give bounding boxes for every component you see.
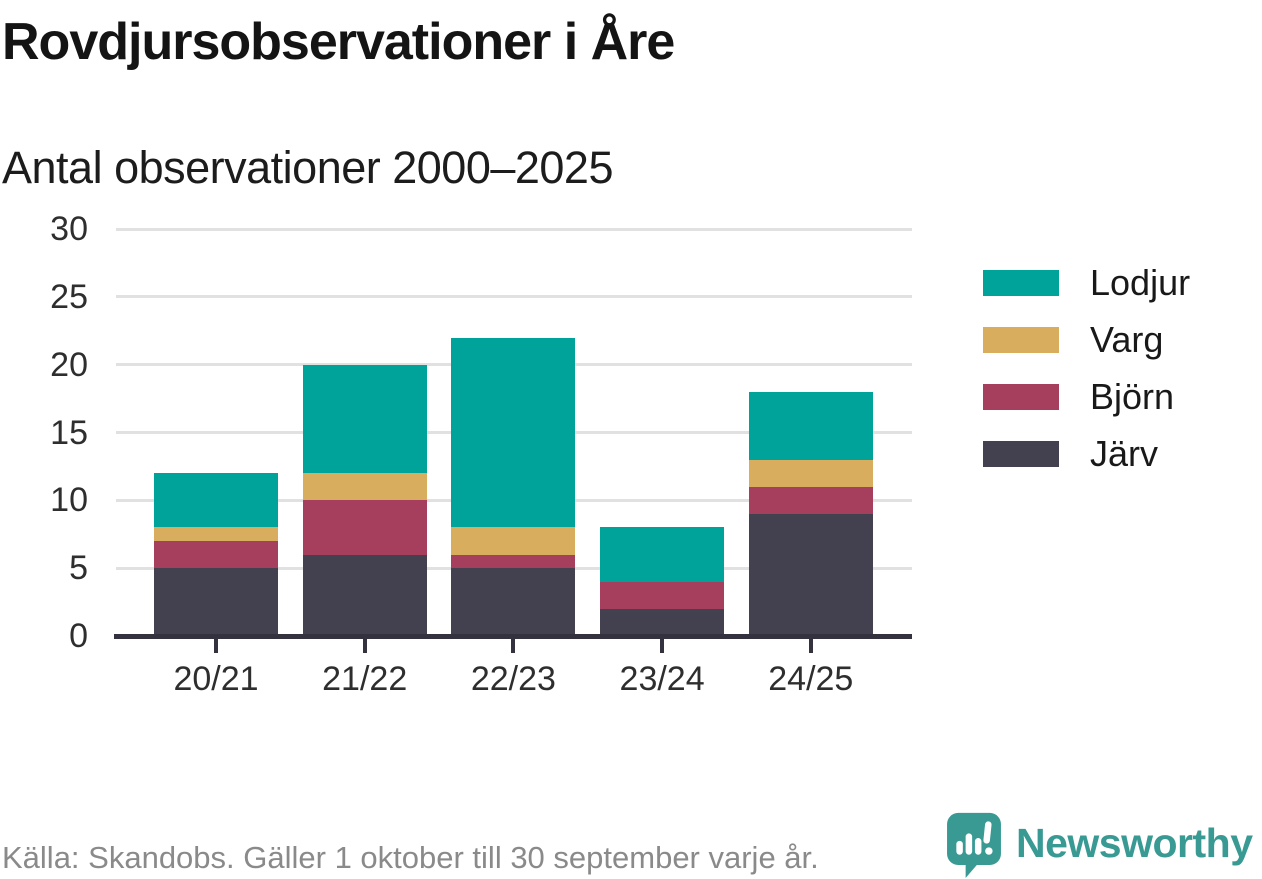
x-axis-tick (511, 638, 516, 653)
legend-label: Varg (1090, 319, 1164, 360)
y-axis-tick-label: 20 (50, 345, 88, 384)
y-axis-tick-label: 5 (69, 549, 88, 588)
legend-swatch-björn (983, 384, 1059, 410)
bar-segment-järv-20-21 (154, 568, 278, 636)
chart-subtitle: Antal observationer 2000–2025 (2, 142, 613, 193)
y-axis-tick-label: 15 (50, 413, 88, 452)
newsworthy-icon (947, 812, 1001, 878)
legend-swatch-varg (983, 327, 1059, 353)
x-axis-tick-label: 20/21 (173, 660, 259, 698)
bar-segment-varg-22-23 (451, 527, 576, 555)
x-axis-tick (214, 638, 218, 653)
brand-name: Newsworthy (1016, 819, 1253, 866)
bar-segment-varg-24-25 (748, 459, 873, 487)
legend-item-järv: Järv (983, 433, 1190, 474)
bar-segment-björn-20-21 (154, 541, 278, 569)
source-note: Källa: Skandobs. Gäller 1 oktober till 3… (2, 840, 819, 875)
bar-segment-varg-20-21 (154, 527, 278, 542)
bar-segment-björn-23-24 (600, 581, 725, 609)
y-axis-tick-label: 0 (69, 617, 88, 655)
x-axis-line (114, 634, 912, 639)
y-axis-tick-label: 25 (50, 277, 88, 316)
legend-item-varg: Varg (983, 319, 1190, 360)
legend-label: Björn (1090, 376, 1175, 417)
legend: Lodjur Varg Björn Järv (983, 262, 1190, 498)
chart-title: Rovdjursobservationer i Åre (2, 13, 675, 71)
legend-item-björn: Björn (983, 376, 1190, 417)
bar-segment-järv-22-23 (451, 568, 576, 636)
x-axis-tick (362, 638, 367, 653)
gridline-y30 (116, 227, 912, 231)
legend-item-lodjur: Lodjur (983, 262, 1190, 303)
y-axis-tick-label: 10 (50, 481, 88, 520)
x-axis-tick-label: 23/24 (619, 660, 705, 698)
legend-swatch-lodjur (983, 270, 1059, 296)
bar-segment-lodjur-21-22 (302, 364, 427, 474)
bar-segment-björn-22-23 (451, 554, 576, 569)
bar-segment-varg-21-22 (302, 473, 427, 501)
legend-label: Lodjur (1090, 262, 1191, 303)
bar-segment-lodjur-20-21 (154, 473, 278, 528)
brand-logo: Newsworthy (946, 812, 1253, 878)
bar-segment-järv-21-22 (302, 554, 427, 636)
x-axis-tick (808, 638, 813, 653)
bar-segment-järv-23-24 (600, 608, 725, 636)
bar-segment-lodjur-22-23 (451, 337, 576, 528)
legend-label: Järv (1090, 433, 1159, 474)
bar-segment-björn-21-22 (302, 500, 427, 555)
x-axis-tick-label: 21/22 (322, 660, 408, 698)
bar-segment-björn-24-25 (748, 486, 873, 514)
gridline-y25 (116, 295, 912, 299)
bar-segment-lodjur-23-24 (600, 527, 725, 582)
legend-swatch-järv (983, 441, 1059, 467)
bar-segment-järv-24-25 (748, 513, 873, 636)
x-axis-tick-label: 22/23 (470, 660, 556, 698)
bar-segment-lodjur-24-25 (748, 391, 873, 460)
x-axis-tick (660, 638, 665, 653)
x-axis-tick-label: 24/25 (768, 660, 854, 698)
y-axis-tick-label: 30 (50, 210, 88, 248)
